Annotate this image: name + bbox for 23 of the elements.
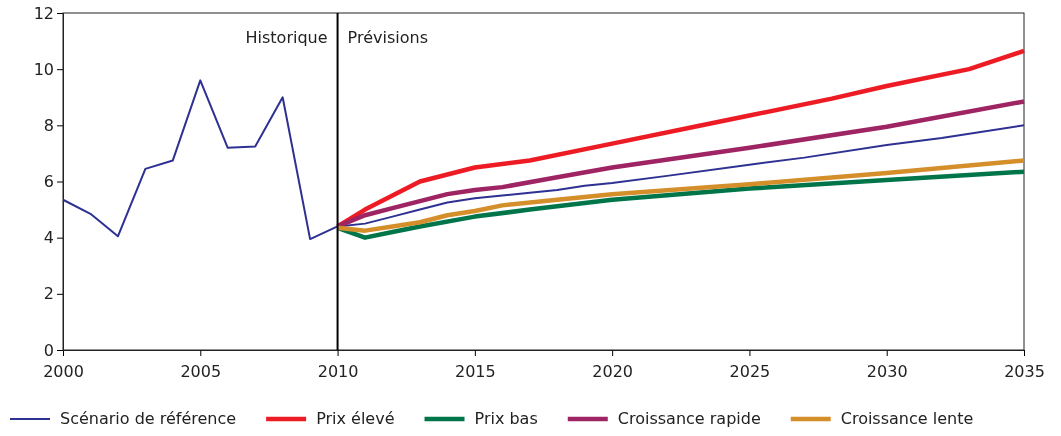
y-tick-label: 4 [43, 228, 54, 248]
x-tick-label: 2035 [1004, 361, 1045, 381]
y-tick-label: 10 [33, 59, 54, 79]
x-tick-label: 2025 [729, 361, 771, 381]
x-tick-label: 2015 [455, 361, 496, 381]
y-tick-label: 6 [43, 172, 54, 192]
legend-label: Prix élevé [316, 409, 395, 428]
legend-label: Scénario de référence [60, 409, 237, 428]
y-tick-label: 2 [43, 284, 54, 304]
x-tick-label: 2005 [180, 361, 222, 381]
annotation: Historique [245, 28, 328, 47]
y-tick-label: 8 [43, 115, 54, 135]
legend-label: Prix bas [474, 409, 538, 428]
y-tick-label: 12 [33, 3, 54, 23]
line-series [62, 79, 1025, 241]
legend-label: Croissance lente [840, 409, 974, 428]
legend-label: Croissance rapide [617, 409, 761, 428]
x-tick-label: 2000 [43, 361, 84, 381]
x-tick-label: 2030 [866, 361, 908, 381]
x-tick-label: 2010 [317, 361, 359, 381]
x-tick-label: 2020 [592, 361, 633, 381]
y-tick-label: 0 [43, 340, 54, 360]
annotation: Prévisions [347, 28, 428, 47]
